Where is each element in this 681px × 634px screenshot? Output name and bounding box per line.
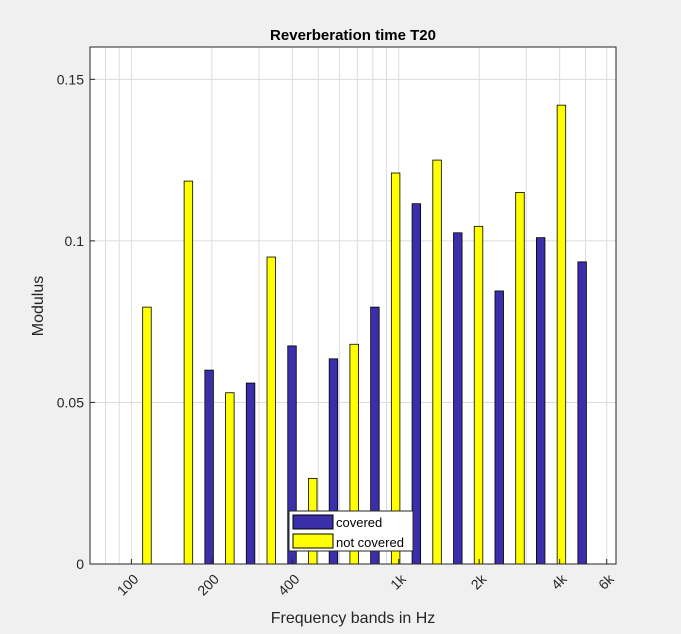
bar-covered — [577, 261, 587, 565]
x-ticks: 100 200 400 1k 2k 4k 6k — [114, 559, 618, 599]
x-tick-label: 200 — [194, 571, 222, 599]
bars — [142, 104, 587, 565]
bar-not-covered — [266, 256, 276, 565]
chart-title: Reverberation time T20 — [270, 27, 436, 44]
y-tick-label: 0.15 — [57, 71, 84, 87]
y-tick-label: 0.1 — [65, 233, 85, 249]
x-tick-label: 400 — [275, 571, 303, 599]
x-tick-label: 6k — [595, 570, 617, 592]
bar-covered — [204, 369, 214, 565]
x-tick-label: 2k — [468, 570, 490, 592]
y-ticks: 0 0.05 0.1 0.15 — [57, 71, 95, 572]
legend-swatch-not-covered — [292, 533, 334, 549]
bar-covered — [411, 203, 422, 565]
legend-label-not-covered: not covered — [336, 535, 404, 550]
bar-covered — [245, 382, 256, 565]
y-tick-label: 0.05 — [57, 394, 84, 410]
bar-not-covered — [142, 306, 152, 565]
legend-swatch-covered — [292, 514, 334, 530]
y-axis-label: Modulus — [30, 276, 47, 336]
bar-covered — [494, 290, 504, 565]
bar-covered — [536, 237, 546, 565]
legend: covered not covered — [288, 510, 414, 552]
plot-frame — [89, 46, 617, 565]
bar-covered — [453, 232, 463, 565]
y-tick-label: 0 — [76, 556, 84, 572]
bar-not-covered — [432, 159, 442, 565]
x-tick-label: 1k — [387, 570, 409, 592]
bar-not-covered — [390, 172, 401, 565]
bar-not-covered — [183, 180, 194, 565]
bar-not-covered — [225, 392, 235, 565]
bar-not-covered — [473, 225, 484, 565]
bar-not-covered — [556, 104, 567, 565]
x-tick-label: 4k — [548, 570, 570, 592]
x-tick-label: 100 — [114, 571, 142, 599]
legend-label-covered: covered — [336, 515, 382, 530]
bar-not-covered — [515, 192, 525, 565]
x-axis-label: Frequency bands in Hz — [271, 610, 436, 627]
